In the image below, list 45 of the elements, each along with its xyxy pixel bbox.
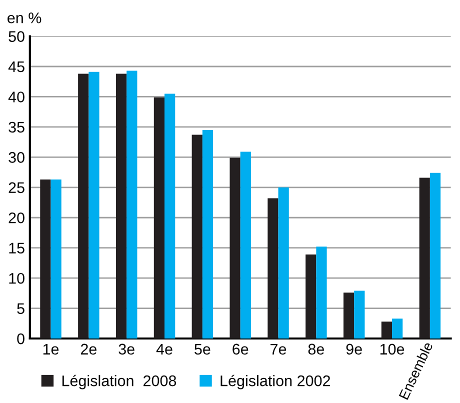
bar [126,70,138,339]
x-tick-label: 4e [156,344,172,355]
bar [278,187,289,339]
y-tick-label: 20 [8,212,24,224]
legend-label: Législation 2008 [62,374,176,390]
y-tick-label: 5 [17,303,24,314]
y-tick-label: 50 [8,31,24,42]
bar [316,246,327,339]
x-tick-label: 5e [194,344,210,355]
x-tick-label: 9e [346,344,362,355]
bar [381,322,392,339]
bar [192,134,202,339]
bar [240,152,251,339]
legend-label: Législation 2002 [220,374,330,390]
y-tick-label: 45 [8,62,24,72]
y-tick-label: 25 [8,182,24,194]
bar [343,292,354,339]
bar [306,254,316,339]
bar [268,198,278,339]
bar [116,74,127,339]
x-tick-label: 6e [232,344,248,355]
x-tick-label: 1e [43,344,59,355]
bar [50,180,62,339]
y-axis-title: en % [8,12,42,24]
bar [164,94,176,339]
bar [419,178,430,339]
y-tick-label: 0 [17,333,24,344]
bar [78,74,89,339]
x-tick-label: 3e [118,344,134,355]
bar [40,180,51,339]
y-tick-label: 35 [8,122,24,133]
x-tick-label: 8e [308,344,324,355]
bar [430,172,441,339]
y-tick-label: 15 [9,242,24,254]
bar [88,72,100,339]
y-tick-label: 30 [8,152,24,163]
bar [202,130,214,339]
x-tick-label: 2e [80,344,96,355]
bar [392,318,403,339]
y-tick-label: 40 [8,92,24,102]
bar [354,290,365,339]
bar [154,97,165,339]
bar [230,158,240,339]
x-tick-label: 7e [270,344,286,355]
y-tick-label: 10 [9,272,24,284]
